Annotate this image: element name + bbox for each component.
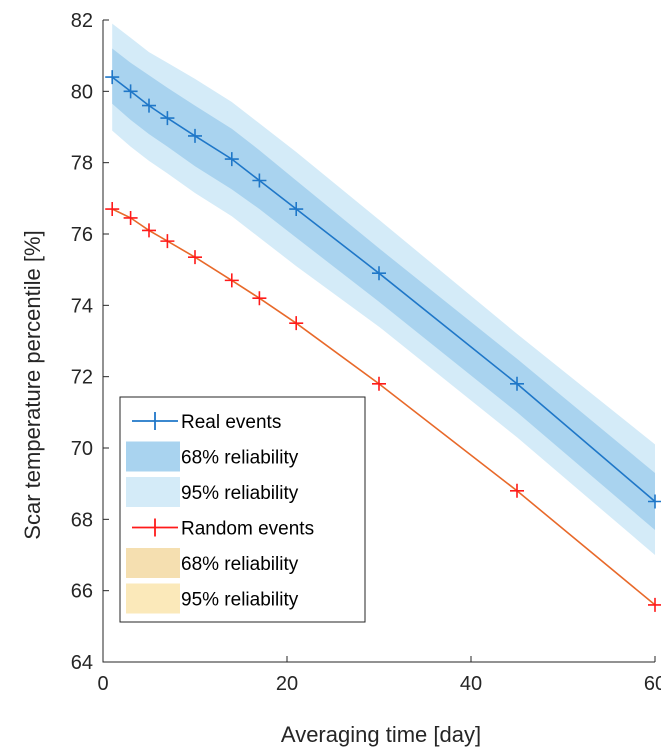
x-tick-label: 60 bbox=[644, 673, 661, 695]
series-2-point bbox=[142, 223, 156, 238]
confidence-bands bbox=[112, 23, 655, 556]
x-tick-label: 40 bbox=[460, 673, 482, 695]
legend-patch-swatch bbox=[126, 583, 180, 614]
legend: Real events 68% reliability 95% reliabilit… bbox=[119, 396, 366, 623]
legend-label: 95% reliability bbox=[181, 483, 299, 504]
y-tick-label: 64 bbox=[71, 652, 93, 674]
series-1-point bbox=[160, 111, 175, 126]
series-1-point bbox=[224, 152, 239, 167]
x-tick-label: 0 bbox=[97, 673, 108, 695]
series-1-point bbox=[142, 98, 156, 113]
y-tick-label: 72 bbox=[71, 367, 93, 389]
series-2-point bbox=[160, 234, 175, 249]
series-2-point bbox=[105, 202, 120, 217]
y-tick-label: 78 bbox=[71, 153, 93, 175]
y-tick-label: 76 bbox=[71, 224, 93, 246]
x-axis-label: Averaging time [day] bbox=[281, 722, 481, 747]
legend-label: 68% reliability bbox=[181, 448, 299, 469]
series-2-point bbox=[289, 316, 304, 331]
legend-label: 95% reliability bbox=[181, 590, 299, 611]
series-2-point bbox=[188, 250, 202, 265]
series-1-point bbox=[510, 376, 524, 391]
y-tick-label: 74 bbox=[71, 295, 93, 317]
series-2-point bbox=[252, 291, 267, 306]
y-tick-label: 80 bbox=[71, 81, 93, 103]
legend-patch-swatch bbox=[126, 441, 180, 472]
series-1-point bbox=[648, 494, 661, 509]
series-2-point bbox=[224, 273, 239, 288]
tick-labels: 64 66 68 70 72 74 76 78 80 82 0 20 40 60 bbox=[71, 10, 661, 695]
y-tick-label: 68 bbox=[71, 509, 93, 531]
series-2-point bbox=[372, 376, 386, 391]
series-1-band68 bbox=[112, 48, 655, 530]
series-1-point bbox=[289, 202, 304, 217]
series-1-point bbox=[252, 173, 267, 188]
series-1-point bbox=[105, 70, 120, 85]
legend-label: Random events bbox=[181, 519, 314, 540]
axes bbox=[102, 19, 656, 663]
legend-patch-swatch bbox=[126, 477, 180, 507]
legend-patch-swatch bbox=[126, 548, 180, 578]
y-tick-label: 66 bbox=[71, 581, 93, 603]
series-2-point bbox=[123, 210, 138, 225]
series-1-point bbox=[188, 128, 202, 143]
series-2-point bbox=[648, 597, 661, 612]
series-markers bbox=[105, 70, 661, 612]
legend-label: Real events bbox=[181, 412, 281, 433]
y-tick-label: 82 bbox=[71, 10, 93, 32]
y-axis-label: Scar temperature percentile [%] bbox=[20, 230, 45, 539]
legend-label: 68% reliability bbox=[181, 554, 299, 575]
series-1-point bbox=[123, 84, 138, 99]
x-tick-label: 20 bbox=[276, 673, 298, 695]
series-2-point bbox=[510, 483, 524, 498]
series-1-point bbox=[372, 266, 386, 281]
y-tick-label: 70 bbox=[71, 438, 93, 460]
